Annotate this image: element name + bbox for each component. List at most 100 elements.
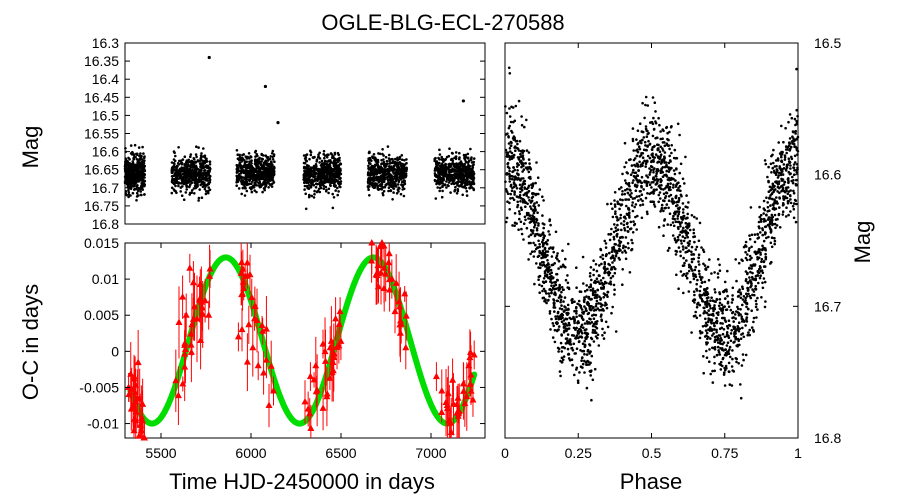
lightcurve-point: [373, 156, 377, 159]
lightcurve-ytick-label: 16.5: [92, 107, 119, 123]
lightcurve-point: [172, 158, 176, 161]
lightcurve-point: [262, 182, 266, 186]
lightcurve-point: [378, 167, 382, 170]
phase-point: [560, 350, 564, 353]
phase-point: [792, 191, 796, 195]
lightcurve-point: [394, 175, 398, 178]
phase-point: [760, 269, 764, 272]
lightcurve-point: [320, 159, 324, 163]
phase-point: [721, 311, 724, 315]
lightcurve-point: [370, 173, 374, 176]
phase-point: [575, 312, 578, 315]
lightcurve-point: [439, 171, 442, 174]
phase-point: [697, 239, 701, 243]
phase-point: [776, 190, 779, 193]
lightcurve-point: [262, 163, 265, 166]
lightcurve-point: [318, 151, 322, 155]
lightcurve-point: [125, 193, 128, 197]
oc-point: [238, 325, 246, 333]
lightcurve-point: [336, 172, 340, 175]
phase-point: [672, 169, 676, 172]
phase-point: [612, 283, 616, 287]
lightcurve-point: [379, 165, 383, 169]
lightcurve-point: [185, 184, 188, 187]
phase-point: [556, 252, 559, 255]
lightcurve-point: [317, 172, 320, 175]
oc-point: [179, 293, 187, 300]
oc-point: [245, 320, 253, 328]
phase-point: [564, 278, 568, 282]
lightcurve-point: [247, 152, 251, 155]
lightcurve-point: [309, 153, 313, 157]
phase-point: [525, 118, 528, 122]
lightcurve-point: [400, 183, 403, 186]
phase-point: [515, 165, 519, 168]
lightcurve-point: [452, 182, 456, 186]
phase-point: [595, 277, 599, 281]
lightcurve-point: [170, 186, 174, 190]
lightcurve-point: [203, 187, 207, 191]
lightcurve-point: [392, 187, 396, 190]
phase-point: [697, 263, 701, 266]
lightcurve-point: [387, 181, 390, 184]
lightcurve-point: [196, 184, 199, 188]
lightcurve-point: [315, 177, 319, 180]
lightcurve-point: [139, 152, 142, 155]
lightcurve-point: [303, 181, 306, 184]
phase-point: [583, 352, 586, 356]
lightcurve-point: [382, 171, 386, 174]
phase-point: [693, 240, 696, 244]
phase-point: [681, 245, 685, 248]
lightcurve-point: [249, 175, 252, 178]
phase-point: [613, 223, 616, 226]
phase-point: [772, 148, 775, 152]
phase-point: [516, 200, 519, 204]
lightcurve-point: [126, 171, 130, 174]
phase-point: [658, 123, 661, 127]
phase-point: [635, 138, 638, 141]
lightcurve-point: [240, 192, 243, 196]
phase-point: [536, 176, 540, 179]
lightcurve-point: [205, 179, 209, 182]
lightcurve-point: [454, 151, 458, 154]
phase-point: [752, 290, 756, 293]
lightcurve-point: [312, 175, 315, 178]
lightcurve-point: [367, 164, 370, 168]
phase-point: [710, 296, 713, 300]
lightcurve-point: [240, 160, 243, 163]
phase-point: [753, 240, 757, 244]
lightcurve-point: [380, 174, 384, 177]
phase-point: [772, 161, 775, 165]
phase-point: [736, 305, 739, 309]
lightcurve-point: [193, 192, 196, 195]
lightcurve-point: [309, 185, 313, 189]
phase-point: [744, 270, 748, 273]
lightcurve-point: [329, 184, 332, 188]
phase-point: [733, 335, 736, 338]
phase-point: [647, 139, 650, 143]
lightcurve-point: [180, 178, 184, 182]
phase-point: [623, 192, 626, 196]
phase-point: [631, 139, 635, 143]
phase-point: [780, 155, 783, 159]
lightcurve-point: [472, 187, 475, 190]
lightcurve-point: [184, 172, 187, 176]
phase-point: [618, 207, 621, 211]
lightcurve-point: [389, 189, 393, 192]
lightcurve-point: [204, 192, 208, 196]
lightcurve-point: [172, 150, 176, 153]
lightcurve-point: [190, 189, 194, 192]
lightcurve-point: [205, 177, 209, 180]
lightcurve-point: [383, 178, 386, 181]
lightcurve-ytick-label: 16.35: [84, 53, 119, 69]
phase-point: [764, 252, 767, 256]
lightcurve-point: [401, 172, 405, 176]
lightcurve-point: [369, 158, 372, 162]
lightcurve-point: [143, 155, 146, 158]
phase-point: [554, 280, 557, 284]
phase-point: [694, 248, 698, 251]
lightcurve-point: [383, 168, 387, 171]
lightcurve-point: [438, 189, 442, 193]
phase-point: [626, 230, 630, 233]
phase-point: [520, 227, 523, 231]
